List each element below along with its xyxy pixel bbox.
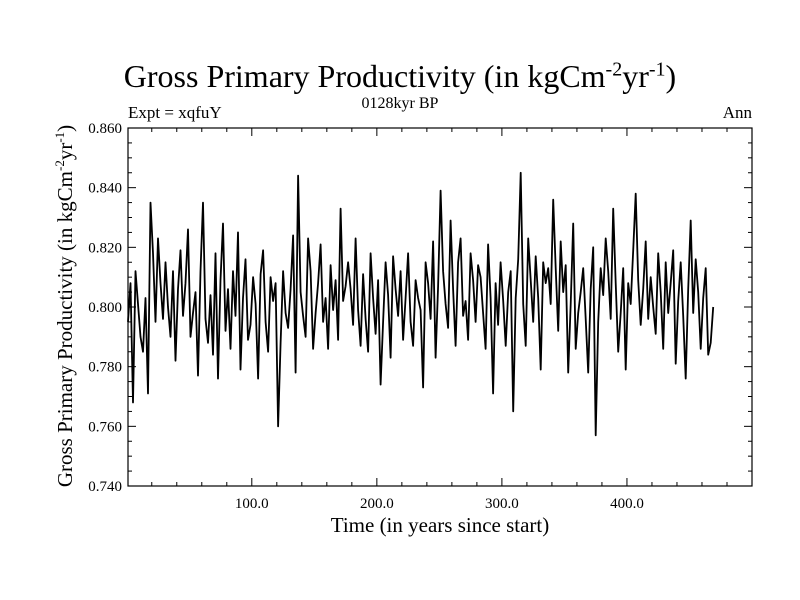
- y-tick-label: 0.860: [88, 121, 122, 137]
- x-axis-label: Time (in years since start): [330, 513, 550, 537]
- y-tick-label: 0.800: [88, 300, 122, 316]
- title-exponent-1: -2: [605, 58, 623, 81]
- series-line: [127, 171, 715, 437]
- season-label: Ann: [722, 103, 752, 122]
- title-unit-mid: yr: [622, 58, 649, 94]
- y-axis-label: Gross Primary Productivity (in kgCm-2yr-…: [52, 125, 78, 487]
- ylabel-exponent-2: -1: [52, 131, 67, 143]
- y-tick-label: 0.740: [88, 479, 122, 495]
- experiment-label: Expt = xqfuY: [128, 103, 222, 122]
- ylabel-exponent-1: -2: [52, 160, 67, 172]
- ylabel-close: ): [53, 124, 77, 132]
- title-close: ): [665, 58, 677, 94]
- x-tick-label: 100.0: [235, 496, 269, 512]
- y-tick-label: 0.780: [88, 360, 122, 376]
- y-tick-label: 0.820: [88, 240, 122, 256]
- x-tick-label: 300.0: [485, 496, 519, 512]
- chart-subtitle: 0128kyr BP: [361, 95, 439, 112]
- chart-title: Gross Primary Productivity (in kgCm-2yr-…: [0, 58, 800, 95]
- x-tick-label: 400.0: [610, 496, 644, 512]
- x-tick-label: 200.0: [360, 496, 394, 512]
- y-tick-label: 0.840: [88, 181, 122, 197]
- title-text: Gross Primary Productivity (in kgCm: [123, 58, 606, 94]
- ylabel-unit-mid: yr: [53, 142, 77, 161]
- plot-frame: [127, 127, 753, 487]
- title-exponent-2: -1: [648, 58, 666, 81]
- y-tick-label: 0.760: [88, 419, 122, 435]
- ylabel-text: Gross Primary Productivity (in kgCm: [53, 171, 77, 488]
